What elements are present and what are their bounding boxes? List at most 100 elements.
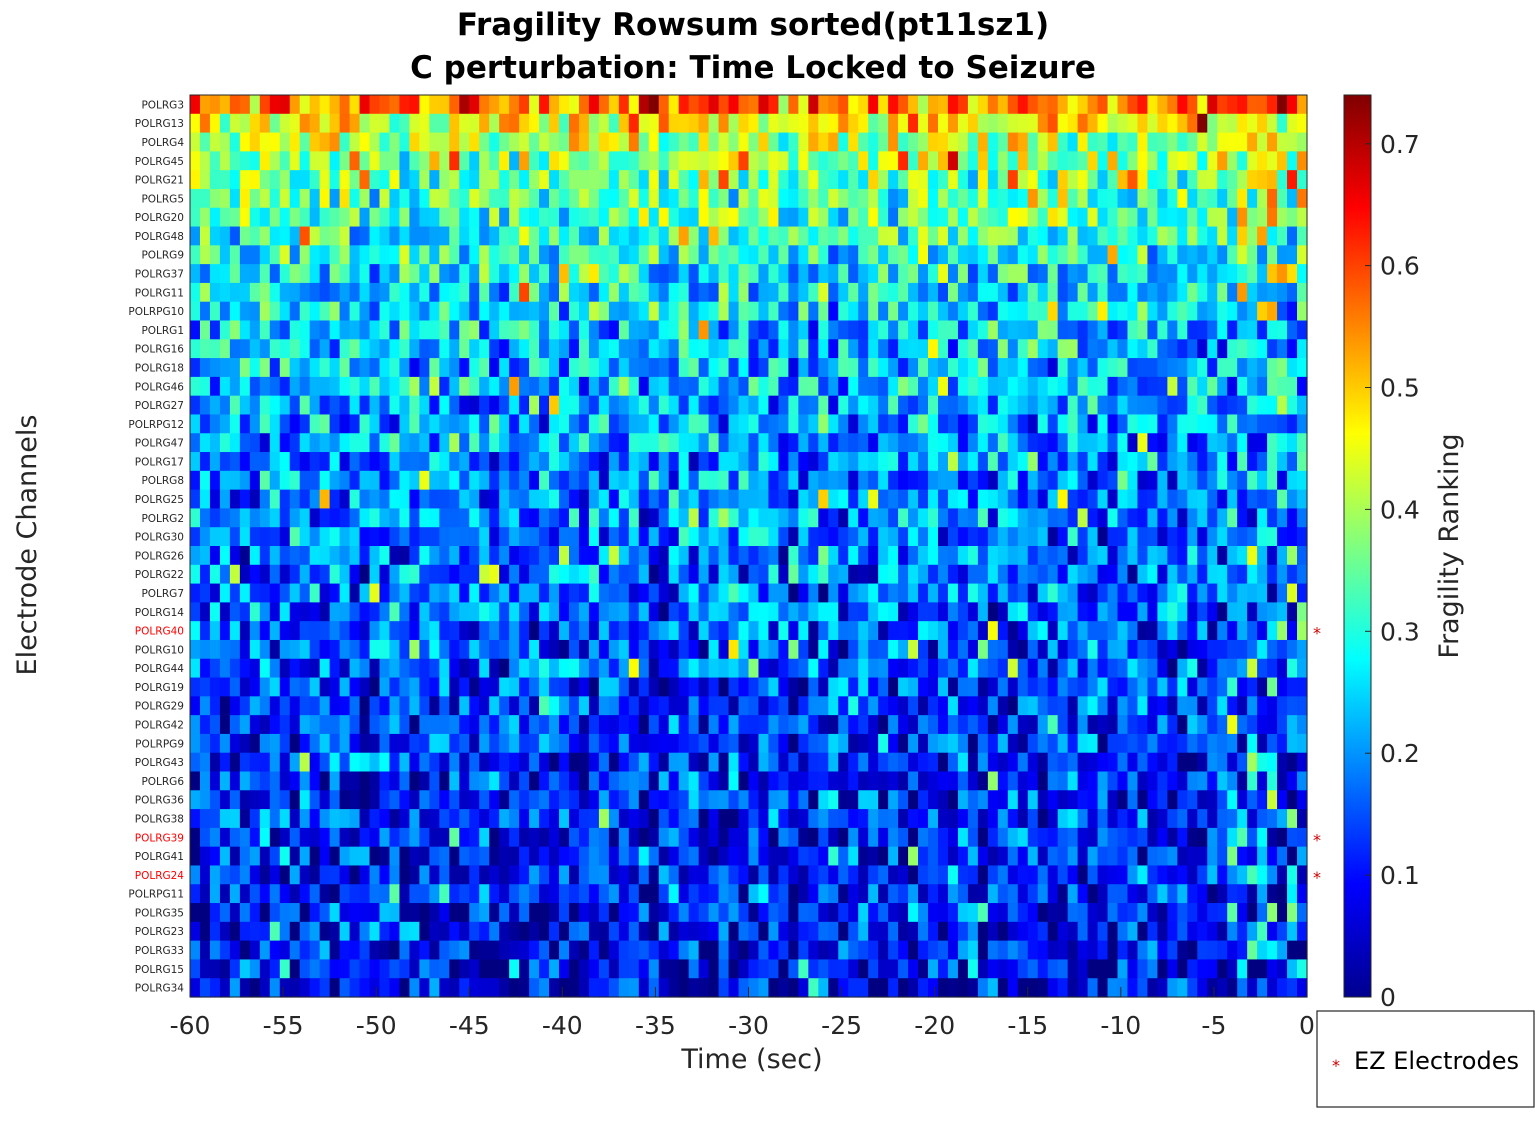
heatmap-cell: [319, 696, 331, 716]
heatmap-cell: [239, 733, 251, 754]
heatmap-cell: [1037, 301, 1049, 322]
heatmap-cell: [868, 339, 879, 359]
heatmap-cell: [429, 921, 440, 942]
heatmap-cell: [908, 771, 919, 791]
heatmap-cell: [788, 95, 799, 115]
heatmap-cell: [419, 376, 430, 397]
heatmap-cell: [918, 452, 929, 472]
heatmap-cell: [229, 771, 241, 791]
heatmap-cell: [738, 433, 750, 453]
heatmap-cell: [1087, 414, 1099, 434]
heatmap-cell: [1157, 771, 1168, 791]
heatmap-cell: [568, 188, 580, 209]
heatmap-cell: [1227, 339, 1238, 359]
heatmap-cell: [1197, 282, 1208, 303]
heatmap-cell: [768, 884, 780, 904]
heatmap-cell: [369, 433, 381, 453]
heatmap-cell: [190, 602, 201, 622]
heatmap-cell: [519, 546, 530, 566]
heatmap-cell: [728, 376, 740, 397]
heatmap-cell: [808, 865, 819, 885]
heatmap-cell: [648, 207, 660, 228]
heatmap-cell: [459, 170, 470, 190]
heatmap-cell: [209, 602, 221, 622]
heatmap-cell: [1297, 95, 1308, 115]
heatmap-cell: [1107, 433, 1119, 453]
heatmap-cell: [1027, 358, 1039, 378]
heatmap-cell: [1107, 452, 1119, 472]
heatmap-cell: [389, 696, 401, 716]
heatmap-cell: [239, 339, 251, 359]
heatmap-cell: [309, 264, 321, 284]
heatmap-cell: [549, 583, 560, 603]
heatmap-cell: [419, 677, 430, 697]
heatmap-cell: [399, 264, 411, 284]
heatmap-cell: [748, 489, 760, 510]
heatmap-cell: [898, 151, 909, 171]
heatmap-cell: [638, 508, 650, 528]
heatmap-cell: [269, 376, 281, 397]
heatmap-cell: [1137, 414, 1149, 434]
heatmap-cell: [299, 564, 311, 585]
heatmap-cell: [519, 282, 530, 303]
heatmap-cell: [947, 358, 959, 378]
heatmap-cell: [828, 903, 839, 923]
heatmap-cell: [698, 301, 710, 322]
heatmap-cell: [249, 170, 261, 190]
heatmap-cell: [788, 207, 799, 228]
heatmap-cell: [1167, 395, 1178, 416]
heatmap-cell: [918, 715, 929, 735]
heatmap-cell: [549, 470, 560, 491]
heatmap-cell: [1237, 414, 1248, 434]
heatmap-cell: [409, 452, 420, 472]
heatmap-cell: [1267, 903, 1278, 923]
heatmap-cell: [1227, 658, 1238, 679]
heatmap-cell: [778, 696, 789, 716]
heatmap-cell: [319, 771, 331, 791]
heatmap-cell: [778, 151, 789, 171]
heatmap-cell: [748, 207, 760, 228]
heatmap-cell: [1237, 884, 1248, 904]
heatmap-cell: [479, 546, 490, 566]
heatmap-cell: [239, 320, 251, 340]
heatmap-cell: [1227, 564, 1238, 585]
heatmap-cell: [718, 301, 730, 322]
heatmap-cell: [429, 865, 440, 885]
heatmap-cell: [199, 639, 211, 660]
heatmap-cell: [918, 207, 929, 228]
heatmap-cell: [668, 564, 680, 585]
heatmap-cell: [1107, 752, 1119, 773]
heatmap-cell: [190, 865, 201, 885]
heatmap-cell: [1127, 245, 1139, 265]
heatmap-cell: [798, 677, 809, 697]
heatmap-cell: [618, 132, 630, 152]
heatmap-cell: [798, 809, 809, 829]
heatmap-cell: [987, 546, 999, 566]
heatmap-cell: [918, 846, 929, 867]
heatmap-cell: [947, 452, 959, 472]
heatmap-cell: [768, 752, 780, 773]
heatmap-cell: [409, 188, 420, 209]
heatmap-cell: [489, 546, 500, 566]
heatmap-cell: [578, 376, 590, 397]
heatmap-cell: [539, 903, 550, 923]
heatmap-cell: [638, 489, 650, 510]
heatmap-cell: [778, 395, 789, 416]
heatmap-cell: [957, 264, 969, 284]
heatmap-cell: [229, 188, 241, 209]
heatmap-cell: [1277, 207, 1288, 228]
heatmap-cell: [1057, 358, 1069, 378]
heatmap-cell: [997, 884, 1009, 904]
heatmap-cell: [219, 921, 231, 942]
heatmap-cell: [937, 602, 949, 622]
heatmap-cell: [349, 151, 361, 171]
heatmap-cell: [1267, 395, 1278, 416]
heatmap-cell: [239, 771, 251, 791]
heatmap-cell: [838, 470, 849, 491]
heatmap-cell: [399, 282, 411, 303]
heatmap-cell: [1077, 452, 1089, 472]
heatmap-cell: [828, 827, 839, 848]
heatmap-cell: [419, 188, 430, 209]
heatmap-cell: [1097, 113, 1109, 134]
heatmap-cell: [928, 395, 939, 416]
